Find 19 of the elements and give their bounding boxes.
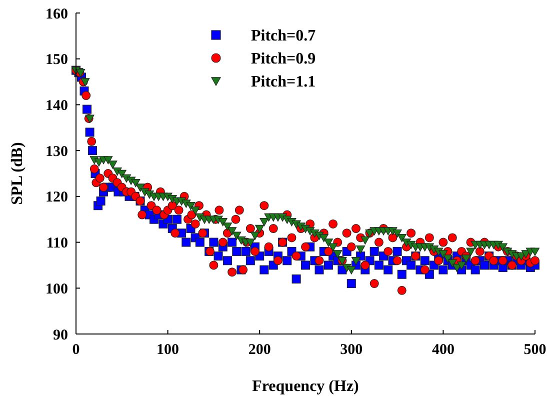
x-axis-title: Frequency (Hz) [252, 378, 359, 395]
y-tick-label: 150 [46, 52, 68, 68]
y-tick-label: 110 [46, 236, 68, 252]
x-tick-label: 300 [340, 342, 363, 358]
legend-label: Pitch=1.1 [251, 74, 316, 91]
x-tick-label: 0 [72, 342, 80, 358]
y-axis-title: SPL (dB) [9, 142, 26, 205]
x-tick-label: 100 [156, 342, 180, 358]
x-tick-label: 200 [248, 342, 271, 358]
x-tick-label: 500 [524, 342, 546, 358]
y-tick-label: 130 [46, 144, 68, 160]
y-tick-label: 140 [46, 98, 68, 114]
y-tick-label: 120 [46, 190, 68, 206]
y-tick-label: 160 [46, 6, 68, 22]
x-tick-label: 400 [432, 342, 454, 358]
y-tick-label: 100 [46, 281, 68, 298]
legend-label: Pitch=0.9 [251, 50, 316, 68]
y-tick-label: 90 [53, 327, 68, 344]
legend-label: Pitch=0.7 [251, 28, 316, 45]
